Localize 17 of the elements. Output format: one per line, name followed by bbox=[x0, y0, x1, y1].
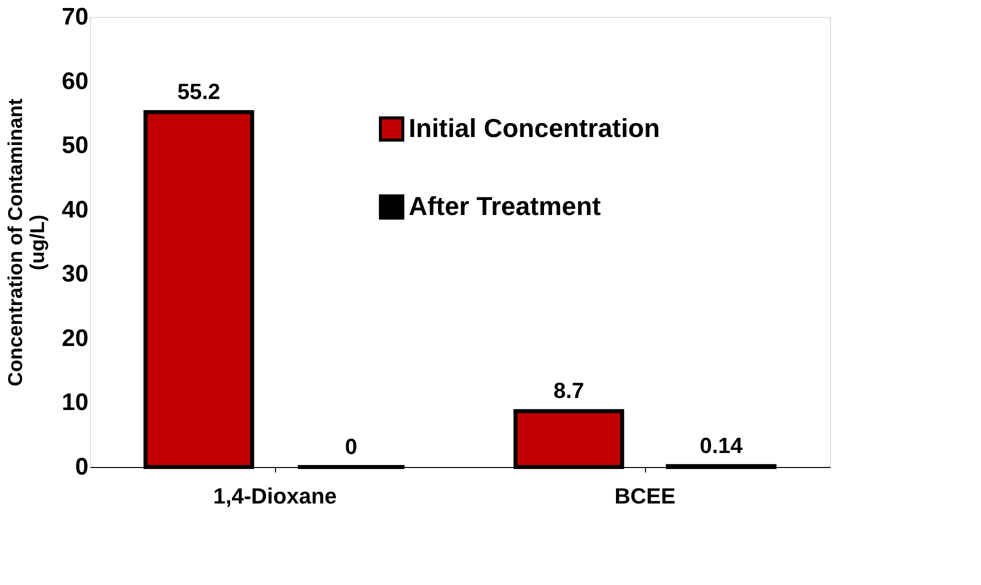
y-tick-label: 70 bbox=[62, 4, 88, 30]
legend-label: After Treatment bbox=[408, 191, 602, 221]
y-tick-label: 60 bbox=[62, 68, 88, 95]
data-label: 0 bbox=[345, 434, 358, 459]
y-tick-label: 10 bbox=[62, 389, 88, 416]
y-tick-label: 40 bbox=[62, 196, 88, 224]
data-label: 0.14 bbox=[700, 433, 744, 458]
data-label: 8.7 bbox=[554, 378, 584, 404]
x-tick-label: BCEE bbox=[614, 484, 676, 508]
y-tick-label: 20 bbox=[62, 324, 88, 352]
x-tick-label: 1,4-Dioxane bbox=[213, 484, 337, 508]
y-axis-title: Concentration of Contaminant (ug/L) bbox=[4, 98, 49, 386]
legend-label: Initial Concentration bbox=[408, 113, 660, 143]
y-tick-label: 30 bbox=[62, 260, 88, 288]
y-tick-label: 50 bbox=[62, 132, 88, 160]
y-tick-label: 0 bbox=[75, 454, 88, 480]
data-label: 55.2 bbox=[177, 79, 220, 104]
